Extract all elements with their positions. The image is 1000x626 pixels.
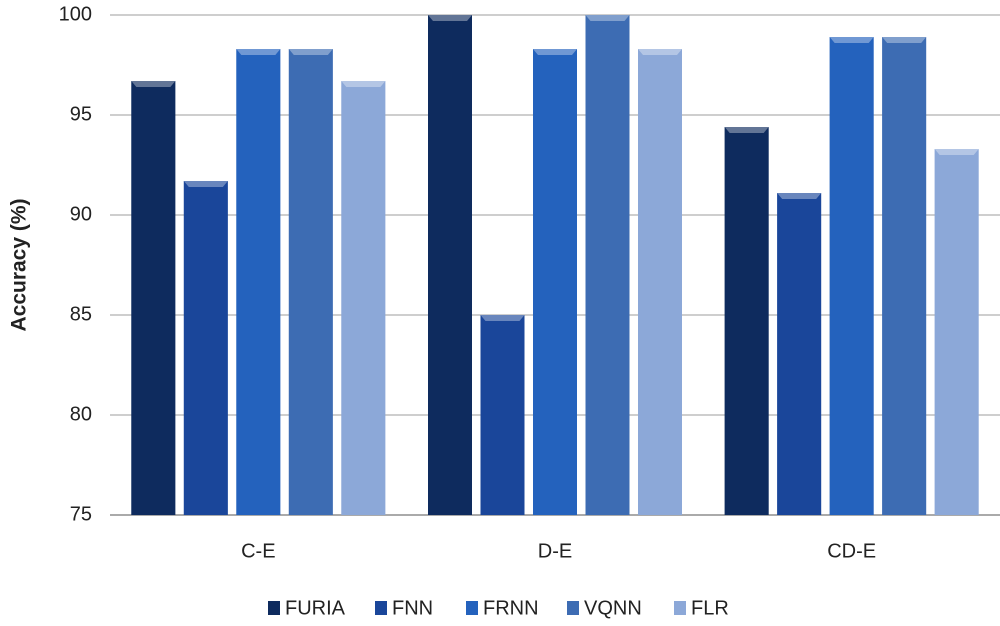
y-tick-label: 75	[70, 503, 92, 525]
x-tick-label: C-E	[241, 540, 275, 562]
bar	[480, 315, 525, 515]
y-tick-label: 80	[70, 403, 92, 425]
y-tick-label: 100	[59, 3, 92, 25]
legend-swatch	[268, 601, 280, 615]
bar	[882, 37, 927, 515]
legend-swatch	[375, 601, 387, 615]
bar	[341, 81, 386, 515]
bar	[934, 149, 979, 515]
legend-swatch	[674, 601, 686, 615]
legend-label: FRNN	[483, 597, 539, 619]
legend-label: FLR	[691, 597, 729, 619]
bar	[638, 49, 682, 515]
bar	[777, 193, 822, 515]
bar	[131, 81, 176, 515]
bar	[724, 127, 769, 515]
y-tick-label: 90	[70, 203, 92, 225]
legend-label: FNN	[392, 597, 433, 619]
legend-swatch	[567, 601, 579, 615]
legend-swatch	[466, 601, 478, 615]
bar	[288, 49, 333, 515]
legend-label: FURIA	[285, 597, 346, 619]
x-tick-label: CD-E	[827, 540, 876, 562]
y-tick-label: 85	[70, 303, 92, 325]
bar	[183, 181, 228, 515]
legend-label: VQNN	[584, 597, 642, 619]
bar	[428, 15, 472, 515]
bar	[829, 37, 874, 515]
bar	[533, 49, 577, 515]
bar	[585, 15, 630, 515]
bar	[236, 49, 281, 515]
y-tick-label: 95	[70, 103, 92, 125]
y-axis-label: Accuracy (%)	[8, 198, 31, 331]
x-tick-label: D-E	[538, 540, 572, 562]
